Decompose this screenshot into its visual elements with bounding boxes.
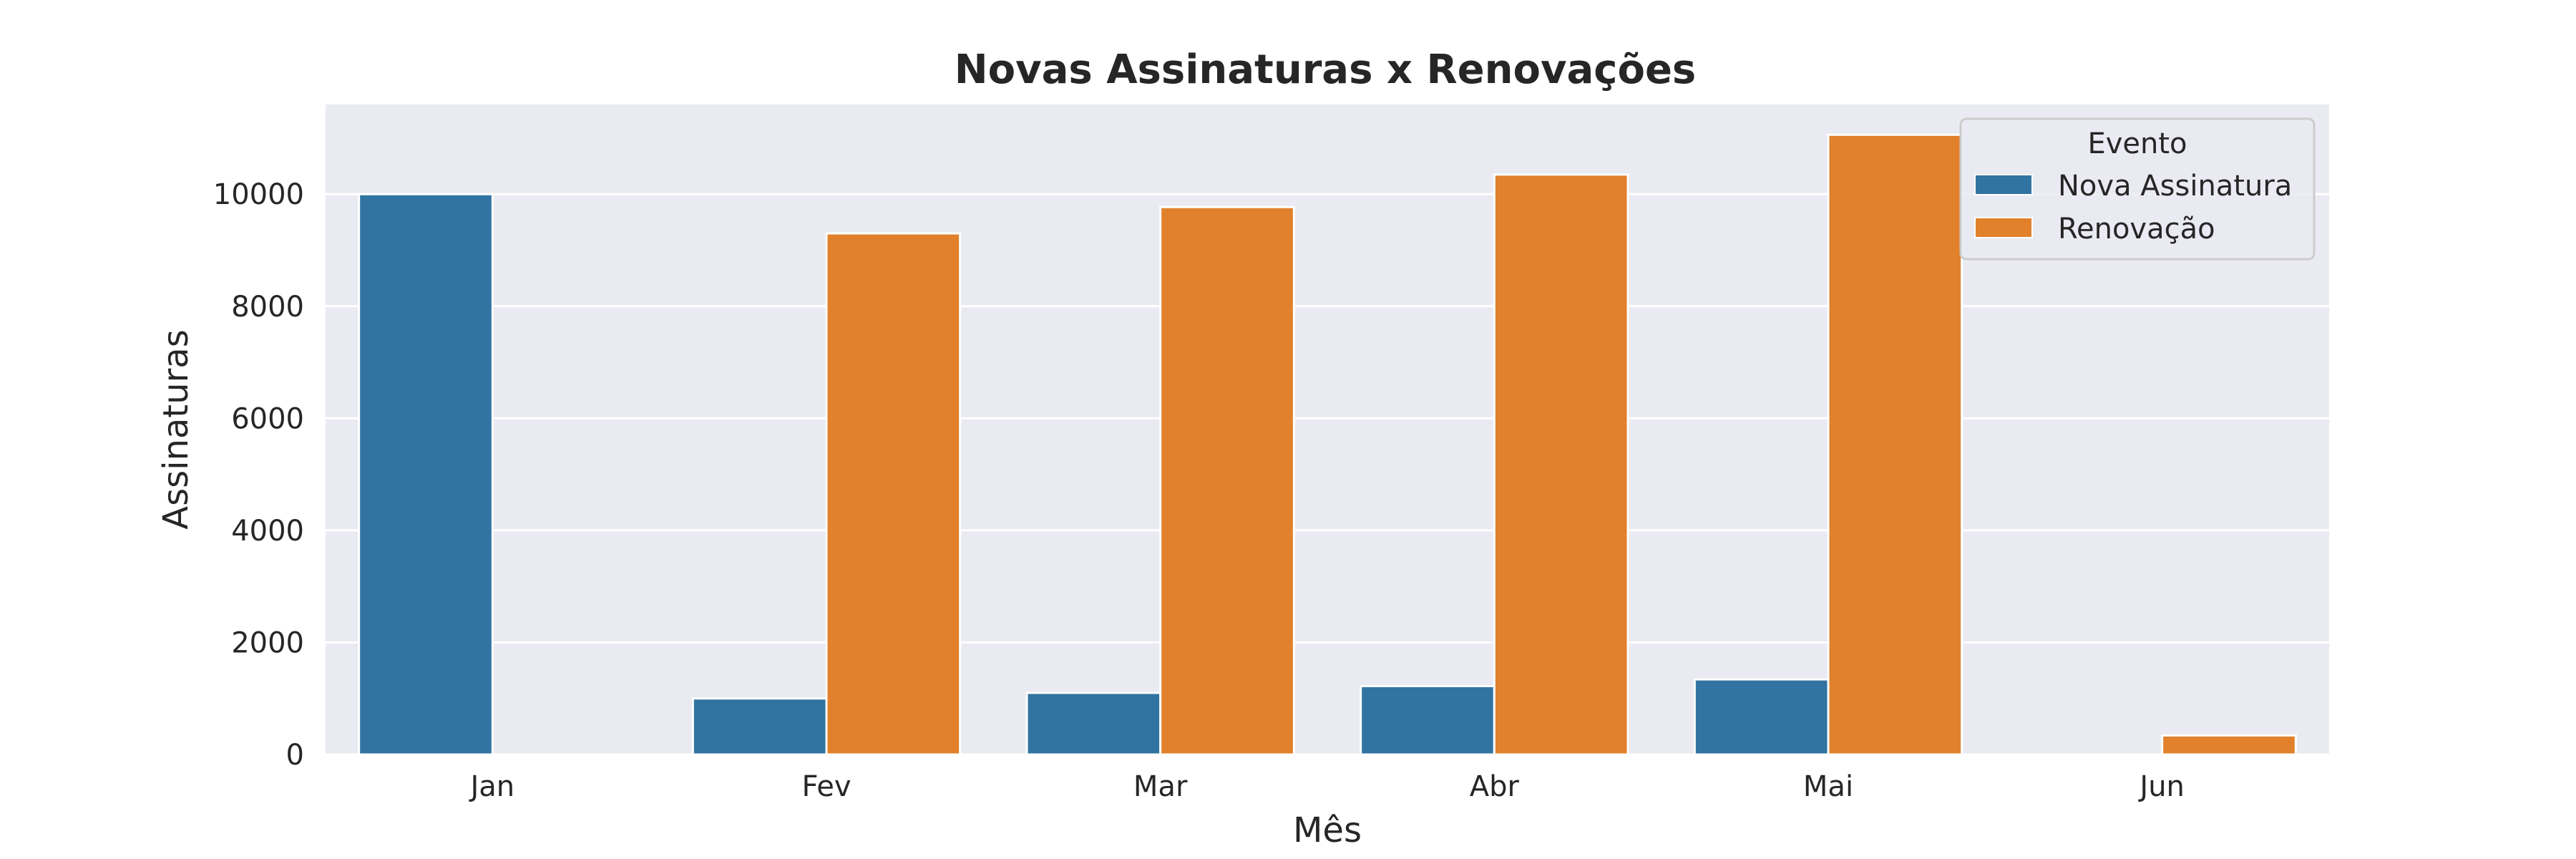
- x-axis-ticks: Jan Fev Mar Abr Mai Jun: [468, 770, 2184, 803]
- bar-nova-assinatura-jan: [358, 193, 494, 756]
- x-tick-label-abr: Abr: [1470, 770, 1520, 803]
- y-tick-label-4000: 4000: [231, 515, 304, 548]
- y-tick-label-0: 0: [286, 739, 304, 772]
- x-tick-label-jan: Jan: [468, 770, 514, 803]
- x-axis-label: Mês: [1293, 810, 1362, 850]
- bars: [358, 133, 2297, 756]
- x-tick-label-fev: Fev: [801, 770, 851, 803]
- chart-title: Novas Assinaturas x Renovações: [955, 47, 1697, 93]
- y-tick-label-10000: 10000: [213, 178, 304, 211]
- y-tick-label-8000: 8000: [231, 291, 304, 324]
- bar-renovacao-jun: [2161, 734, 2297, 756]
- legend: Evento Nova Assinatura Renovação: [1959, 117, 2316, 261]
- y-axis-ticks: 0 2000 4000 6000 8000 10000: [213, 178, 304, 772]
- bar-renovacao-abr: [1493, 173, 1629, 756]
- bar-nova-assinatura-fev: [691, 697, 828, 756]
- bar-renovacao-fev: [825, 232, 962, 756]
- bar-nova-assinatura-mai: [1693, 678, 1830, 756]
- x-tick-label-mai: Mai: [1803, 770, 1853, 803]
- legend-label-nova-assinatura: Nova Assinatura: [2058, 170, 2292, 203]
- legend-label-renovacao: Renovação: [2058, 213, 2215, 246]
- y-tick-label-6000: 6000: [231, 402, 304, 435]
- y-tick-label-2000: 2000: [231, 626, 304, 659]
- bar-nova-assinatura-mar: [1025, 691, 1162, 756]
- x-tick-label-mar: Mar: [1133, 770, 1188, 803]
- x-tick-label-jun: Jun: [2137, 770, 2185, 803]
- bar-nova-assinatura-abr: [1360, 685, 1496, 756]
- legend-title: Evento: [2087, 127, 2187, 160]
- legend-box: [1959, 117, 2316, 261]
- legend-swatch-renovacao: [1974, 217, 2033, 238]
- bar-renovacao-mar: [1159, 205, 1295, 756]
- legend-swatch-nova-assinatura: [1974, 174, 2033, 195]
- bar-renovacao-mai: [1827, 133, 1963, 756]
- y-axis-label: Assinaturas: [156, 329, 196, 529]
